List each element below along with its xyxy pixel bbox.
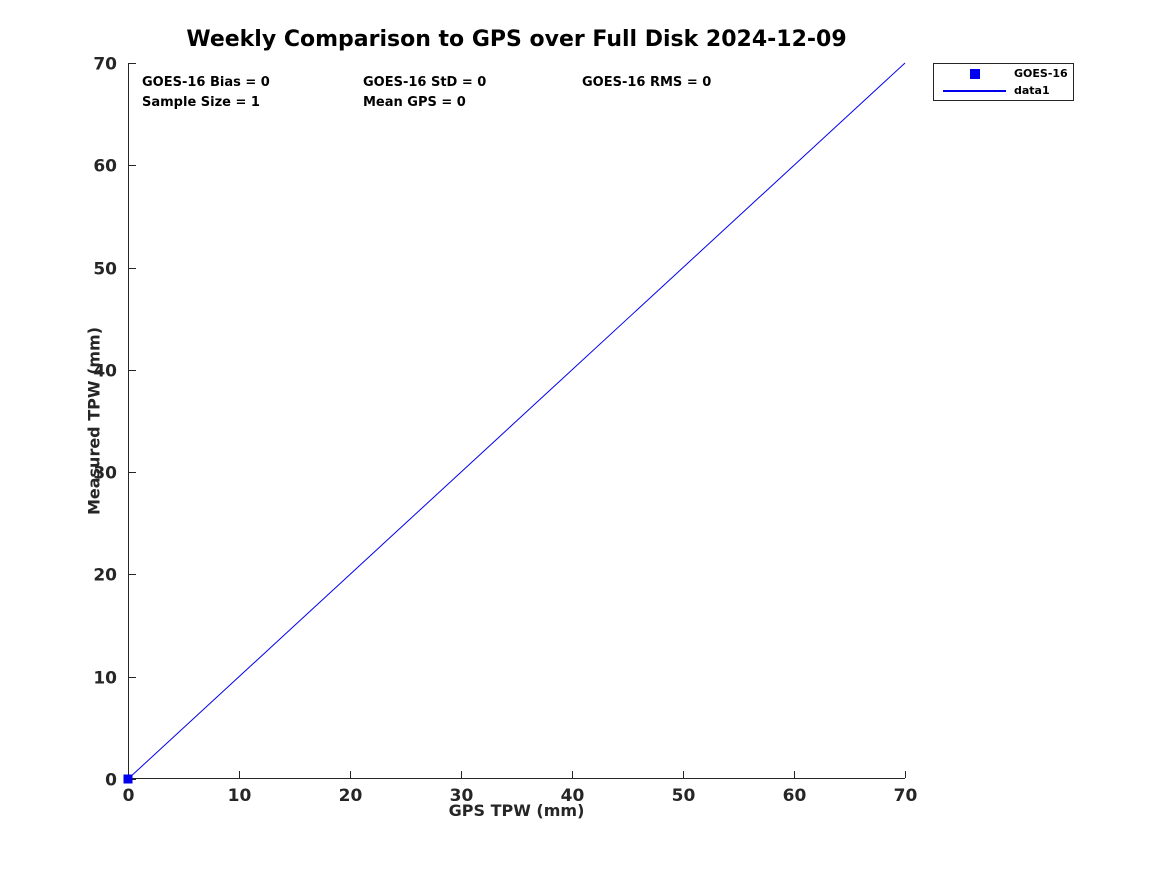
legend: GOES-16 data1	[933, 63, 1074, 101]
x-tick-label: 70	[894, 786, 918, 806]
y-tick-label: 30	[93, 464, 117, 484]
annotation-rms: GOES-16 RMS = 0	[582, 75, 712, 90]
chart-title: Weekly Comparison to GPS over Full Disk …	[186, 27, 847, 52]
x-tick-label: 50	[672, 786, 696, 806]
x-tick-label: 10	[228, 786, 252, 806]
y-tick-label: 0	[105, 771, 117, 791]
y-axis-label: Measured TPW (mm)	[84, 326, 104, 516]
y-tick-label: 10	[93, 669, 117, 689]
y-tick-label: 70	[93, 55, 117, 75]
legend-line-icon	[943, 89, 1006, 92]
legend-label-goes16: GOES-16	[1014, 67, 1068, 80]
annotation-mean-gps: Mean GPS = 0	[363, 95, 466, 110]
legend-icon-area	[943, 89, 1006, 92]
plot-area: 0 10 20 30 40 50 60 70 0 10 20 30 40 50 60 70	[93, 55, 917, 807]
y-tick-label: 60	[93, 157, 117, 177]
x-tick-label: 20	[339, 786, 363, 806]
y-tick-label: 40	[93, 362, 117, 382]
x-tick-label: 60	[783, 786, 807, 806]
legend-entry-goes16: GOES-16	[943, 67, 1073, 81]
y-tick-label: 50	[93, 260, 117, 280]
legend-square-marker-icon	[969, 68, 980, 79]
x-tick-label: 0	[123, 786, 135, 806]
x-tick-label: 30	[450, 786, 474, 806]
annotation-std: GOES-16 StD = 0	[363, 75, 487, 90]
legend-entry-data1: data1	[943, 84, 1073, 98]
legend-label-data1: data1	[1014, 84, 1050, 97]
x-tick-label: 40	[561, 786, 585, 806]
y-tick-label: 20	[93, 566, 117, 586]
series-line-data1	[127, 62, 906, 780]
legend-icon-area	[943, 68, 1006, 79]
x-axis-label: GPS TPW (mm)	[448, 801, 585, 820]
annotation-bias: GOES-16 Bias = 0	[142, 75, 270, 90]
annotation-sample-size: Sample Size = 1	[142, 95, 260, 110]
